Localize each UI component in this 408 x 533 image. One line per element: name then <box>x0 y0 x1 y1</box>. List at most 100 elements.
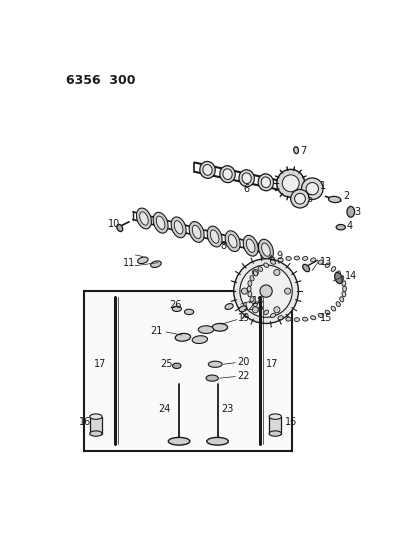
Ellipse shape <box>156 216 165 229</box>
Ellipse shape <box>173 363 181 368</box>
Ellipse shape <box>258 239 273 260</box>
Ellipse shape <box>258 306 263 311</box>
Text: 21: 21 <box>151 326 163 336</box>
Ellipse shape <box>239 306 247 312</box>
Ellipse shape <box>310 316 316 320</box>
Bar <box>84 291 292 450</box>
Text: 10: 10 <box>107 219 120 229</box>
Circle shape <box>282 175 299 192</box>
Ellipse shape <box>137 257 148 264</box>
Text: 16: 16 <box>79 417 91 427</box>
Ellipse shape <box>172 306 182 311</box>
Ellipse shape <box>140 212 148 225</box>
Ellipse shape <box>294 256 299 260</box>
Ellipse shape <box>253 271 258 276</box>
Text: 23: 23 <box>222 404 234 414</box>
Ellipse shape <box>225 231 240 252</box>
Text: 3: 3 <box>355 207 361 217</box>
Text: 11: 11 <box>123 257 135 268</box>
Ellipse shape <box>242 173 251 183</box>
Ellipse shape <box>153 212 168 233</box>
Ellipse shape <box>325 263 330 268</box>
Circle shape <box>242 288 248 294</box>
Ellipse shape <box>342 292 346 297</box>
Text: 26: 26 <box>169 300 182 310</box>
Ellipse shape <box>184 309 194 314</box>
Circle shape <box>234 259 298 324</box>
Ellipse shape <box>250 297 254 302</box>
Circle shape <box>274 306 280 313</box>
Ellipse shape <box>250 276 254 281</box>
Ellipse shape <box>343 286 346 292</box>
Ellipse shape <box>192 225 201 239</box>
Bar <box>269 417 282 433</box>
Ellipse shape <box>168 438 190 445</box>
Ellipse shape <box>203 165 212 175</box>
Circle shape <box>295 193 305 204</box>
Ellipse shape <box>278 258 283 262</box>
Ellipse shape <box>175 334 191 341</box>
Ellipse shape <box>90 431 102 436</box>
Text: 20: 20 <box>237 357 249 367</box>
Text: 19: 19 <box>238 313 251 323</box>
Ellipse shape <box>192 336 208 343</box>
Text: 12: 12 <box>243 302 255 311</box>
Ellipse shape <box>335 272 342 284</box>
Ellipse shape <box>223 169 232 180</box>
Ellipse shape <box>286 317 291 321</box>
Ellipse shape <box>208 361 222 367</box>
Ellipse shape <box>269 414 282 419</box>
Ellipse shape <box>268 257 275 264</box>
Ellipse shape <box>318 313 323 318</box>
Ellipse shape <box>248 292 252 297</box>
Circle shape <box>252 269 258 276</box>
Text: 17: 17 <box>94 359 107 369</box>
Circle shape <box>283 175 298 191</box>
Ellipse shape <box>171 217 186 238</box>
Ellipse shape <box>253 302 258 306</box>
Ellipse shape <box>303 264 310 272</box>
Bar <box>90 417 102 433</box>
Text: 17: 17 <box>266 359 278 369</box>
Text: 7: 7 <box>300 146 306 156</box>
Ellipse shape <box>264 263 268 268</box>
Ellipse shape <box>336 302 340 306</box>
Ellipse shape <box>262 243 270 256</box>
Ellipse shape <box>258 266 263 271</box>
Ellipse shape <box>248 281 252 286</box>
Text: 2: 2 <box>343 191 349 200</box>
Ellipse shape <box>90 414 102 419</box>
Ellipse shape <box>318 260 323 264</box>
Ellipse shape <box>271 260 275 264</box>
Circle shape <box>277 169 305 197</box>
Ellipse shape <box>258 174 273 191</box>
Ellipse shape <box>347 206 355 217</box>
Ellipse shape <box>200 161 215 179</box>
Ellipse shape <box>210 230 219 243</box>
Ellipse shape <box>342 281 346 286</box>
Circle shape <box>302 178 323 199</box>
Text: 16: 16 <box>284 417 297 427</box>
Ellipse shape <box>220 166 235 183</box>
Circle shape <box>274 269 280 276</box>
Ellipse shape <box>269 431 282 436</box>
Ellipse shape <box>302 256 308 261</box>
Ellipse shape <box>212 324 228 331</box>
Ellipse shape <box>247 286 251 292</box>
Ellipse shape <box>328 196 341 203</box>
Circle shape <box>277 169 305 197</box>
Ellipse shape <box>243 236 258 256</box>
Text: 9: 9 <box>277 252 283 262</box>
Text: 14: 14 <box>345 271 357 281</box>
Ellipse shape <box>189 222 204 243</box>
Text: 24: 24 <box>158 404 171 414</box>
Text: 22: 22 <box>237 371 249 381</box>
Ellipse shape <box>117 224 123 231</box>
Text: 6: 6 <box>243 184 249 193</box>
Ellipse shape <box>136 208 151 229</box>
Ellipse shape <box>206 375 218 381</box>
Ellipse shape <box>340 276 344 281</box>
Text: 13: 13 <box>320 257 332 267</box>
Ellipse shape <box>286 256 291 261</box>
Ellipse shape <box>225 304 233 310</box>
